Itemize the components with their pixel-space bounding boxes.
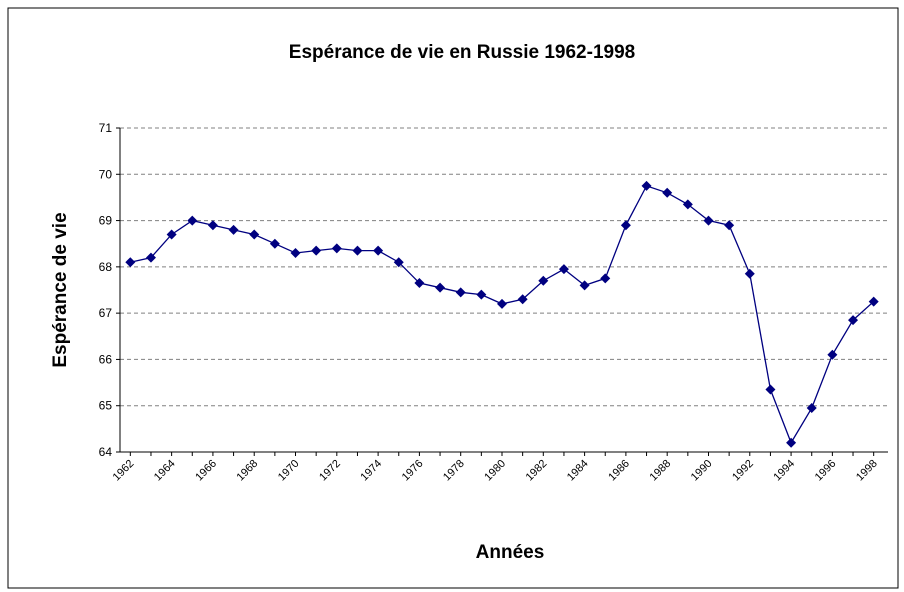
marker <box>806 403 817 414</box>
marker <box>827 349 838 360</box>
marker <box>125 257 136 268</box>
y-axis-label: Espérance de vie <box>50 212 71 367</box>
marker <box>517 294 528 305</box>
marker <box>393 257 404 268</box>
marker <box>786 437 797 448</box>
marker <box>558 264 569 275</box>
marker <box>352 245 363 256</box>
marker <box>497 298 507 309</box>
x-axis-label: Années <box>476 542 545 563</box>
marker <box>435 282 446 293</box>
marker <box>538 275 549 286</box>
marker <box>290 247 301 258</box>
marker <box>269 238 280 249</box>
y-tick-label: 69 <box>99 214 113 228</box>
marker <box>600 273 611 284</box>
y-tick-label: 67 <box>99 306 113 320</box>
marker <box>455 287 466 298</box>
y-tick-label: 64 <box>99 445 113 459</box>
marker <box>414 278 425 289</box>
marker <box>662 187 673 198</box>
marker <box>744 268 755 279</box>
marker <box>331 243 342 254</box>
marker <box>579 280 590 291</box>
marker <box>682 199 693 210</box>
chart-title: Espérance de vie en Russie 1962-1998 <box>289 42 635 63</box>
marker <box>848 315 859 326</box>
marker <box>207 220 218 231</box>
marker <box>703 215 714 226</box>
marker <box>476 289 487 300</box>
marker <box>765 384 776 395</box>
marker <box>249 229 260 240</box>
marker <box>868 296 879 307</box>
marker <box>641 180 652 191</box>
y-tick-label: 66 <box>99 352 113 366</box>
marker <box>145 252 156 263</box>
marker <box>724 220 735 231</box>
marker <box>166 229 177 240</box>
marker <box>620 220 631 231</box>
marker <box>187 215 198 226</box>
marker <box>373 245 384 256</box>
marker <box>311 245 322 256</box>
y-tick-label: 68 <box>99 260 113 274</box>
marker <box>228 224 239 235</box>
y-tick-label: 71 <box>99 121 113 135</box>
chart-border <box>7 7 899 589</box>
y-tick-label: 70 <box>99 167 113 181</box>
y-tick-label: 65 <box>99 399 113 413</box>
